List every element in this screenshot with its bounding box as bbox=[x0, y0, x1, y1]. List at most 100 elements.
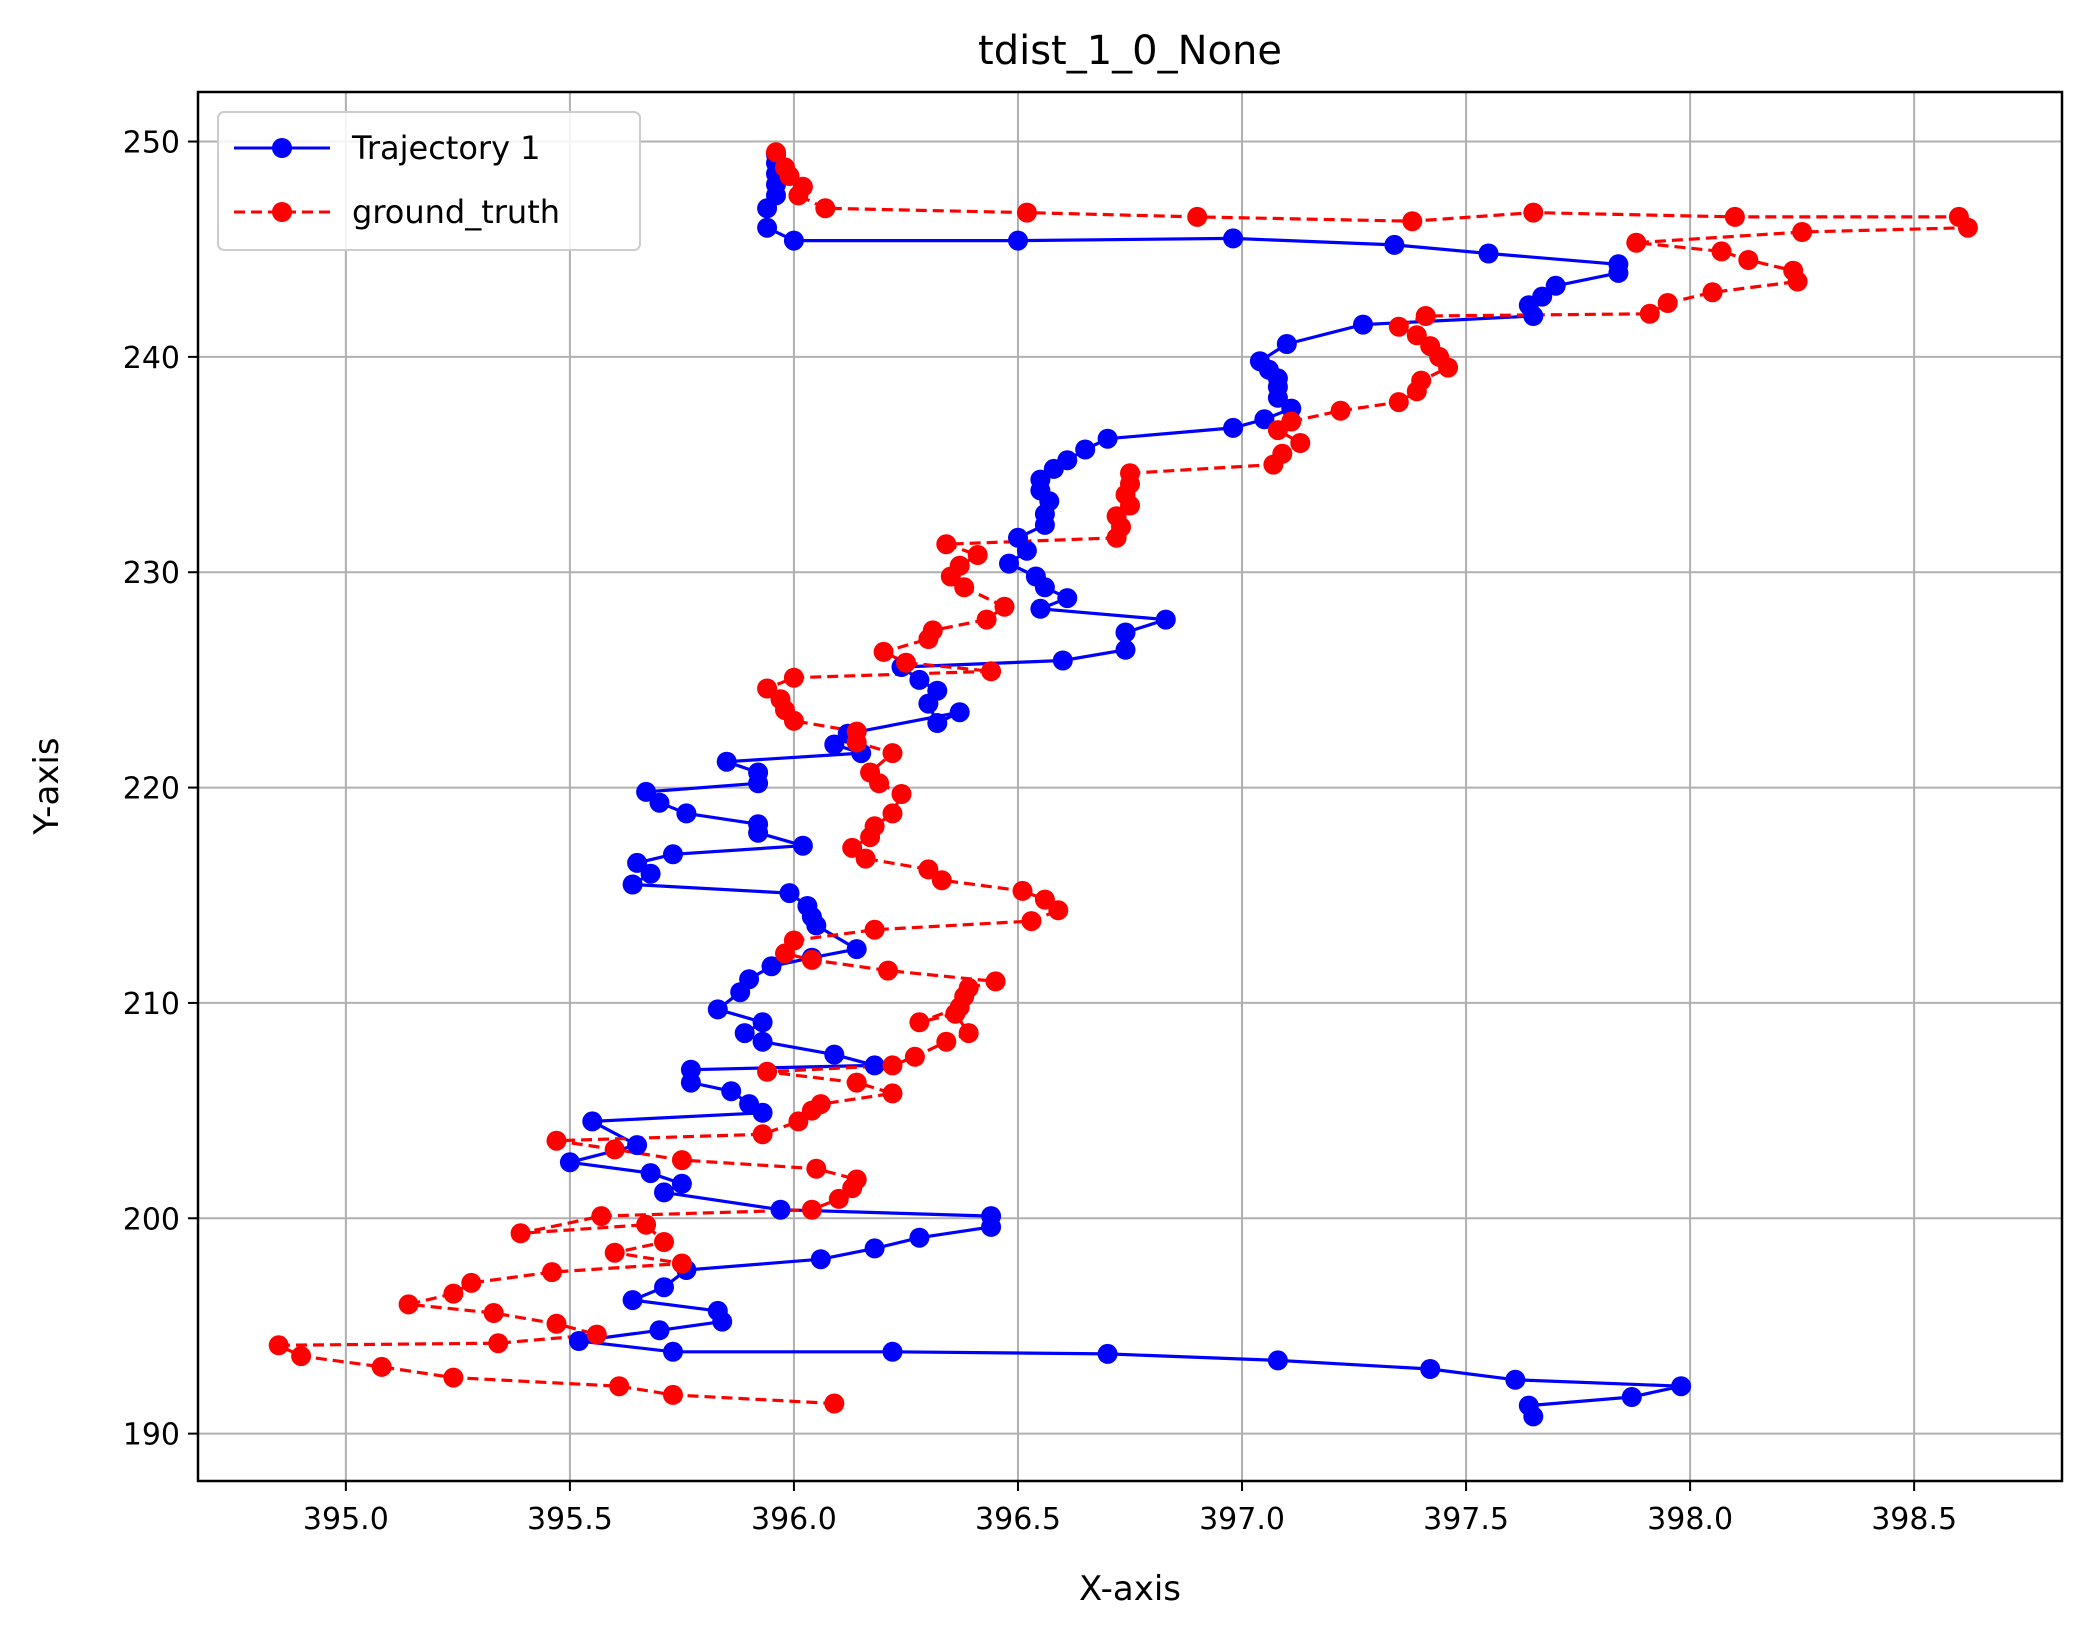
data-point-trajectory-1 bbox=[761, 956, 782, 977]
data-point-ground-truth bbox=[864, 919, 885, 940]
data-point-ground-truth bbox=[1626, 232, 1647, 253]
data-point-trajectory-1 bbox=[927, 680, 948, 701]
data-point-ground-truth bbox=[806, 1158, 827, 1179]
data-point-ground-truth bbox=[958, 977, 979, 998]
data-point-ground-truth bbox=[604, 1242, 625, 1263]
data-point-ground-truth bbox=[882, 1055, 903, 1076]
data-point-ground-truth bbox=[842, 837, 863, 858]
x-axis-ticks: 395.0 395.5 396.0 396.5 397.0 397.5 398.0 398.5 bbox=[303, 1481, 1957, 1537]
data-point-ground-truth bbox=[1738, 250, 1759, 270]
data-point-ground-truth bbox=[1021, 911, 1042, 932]
data-point-ground-truth bbox=[671, 1150, 692, 1171]
data-point-ground-truth bbox=[1187, 206, 1208, 227]
data-point-ground-truth bbox=[654, 1232, 674, 1252]
data-point-trajectory-1 bbox=[680, 1059, 701, 1080]
data-point-trajectory-1 bbox=[882, 1341, 903, 1362]
legend-trajectory-marker bbox=[272, 138, 292, 158]
data-point-ground-truth bbox=[1792, 222, 1813, 242]
data-point-ground-truth bbox=[855, 848, 876, 869]
data-point-ground-truth bbox=[770, 689, 791, 710]
data-point-ground-truth bbox=[1406, 325, 1427, 346]
data-point-ground-truth bbox=[1657, 293, 1678, 313]
data-point-trajectory-1 bbox=[1254, 409, 1275, 430]
data-point-ground-truth bbox=[752, 1124, 773, 1145]
x-tick-label: 397.0 bbox=[1199, 1502, 1285, 1537]
data-point-ground-truth bbox=[922, 620, 943, 641]
data-point-ground-truth bbox=[909, 1012, 930, 1033]
data-point-trajectory-1 bbox=[1671, 1376, 1692, 1397]
chart-title: tdist_1_0_None bbox=[978, 28, 1282, 74]
data-point-trajectory-1 bbox=[1249, 351, 1270, 372]
data-point-trajectory-1 bbox=[640, 1163, 661, 1184]
x-tick-label: 396.0 bbox=[751, 1502, 837, 1537]
data-point-ground-truth bbox=[1948, 206, 1969, 227]
data-point-ground-truth bbox=[846, 721, 867, 742]
data-point-ground-truth bbox=[1388, 392, 1409, 413]
data-point-trajectory-1 bbox=[627, 1135, 648, 1156]
data-point-trajectory-1 bbox=[846, 939, 867, 960]
data-point-ground-truth bbox=[636, 1214, 657, 1235]
data-point-ground-truth bbox=[604, 1139, 625, 1160]
data-point-trajectory-1 bbox=[1052, 650, 1073, 671]
data-point-trajectory-1 bbox=[1545, 275, 1566, 296]
data-point-trajectory-1 bbox=[1115, 639, 1136, 660]
data-point-ground-truth bbox=[609, 1376, 630, 1397]
data-point-trajectory-1 bbox=[676, 803, 697, 824]
data-point-trajectory-1 bbox=[949, 702, 970, 723]
data-point-ground-truth bbox=[1388, 316, 1409, 337]
data-point-ground-truth bbox=[896, 652, 916, 673]
data-point-trajectory-1 bbox=[1008, 527, 1028, 548]
data-point-trajectory-1 bbox=[748, 814, 769, 835]
data-point-ground-truth bbox=[586, 1324, 607, 1345]
data-point-trajectory-1 bbox=[1008, 230, 1028, 251]
data-point-ground-truth bbox=[542, 1262, 562, 1283]
plot-frame bbox=[196, 90, 2064, 1483]
data-point-ground-truth bbox=[1420, 336, 1441, 357]
grid-lines bbox=[198, 92, 2062, 1481]
data-point-ground-truth bbox=[931, 870, 952, 891]
data-point-ground-truth bbox=[546, 1313, 567, 1334]
data-point-ground-truth bbox=[904, 1046, 925, 1067]
data-point-trajectory-1 bbox=[1384, 234, 1405, 255]
data-point-ground-truth bbox=[443, 1283, 464, 1304]
data-point-trajectory-1 bbox=[568, 1331, 589, 1351]
legend: Trajectory 1 ground_truth bbox=[217, 111, 641, 251]
data-point-ground-truth bbox=[958, 1023, 979, 1044]
data-point-ground-truth bbox=[663, 1384, 683, 1405]
data-point-ground-truth bbox=[967, 545, 988, 565]
data-point-ground-truth bbox=[461, 1272, 482, 1293]
data-point-ground-truth bbox=[1783, 260, 1804, 281]
x-tick-label: 398.5 bbox=[1871, 1502, 1957, 1537]
data-point-ground-truth bbox=[546, 1130, 567, 1151]
data-point-trajectory-1 bbox=[1155, 609, 1176, 630]
y-tick-label: 230 bbox=[123, 556, 180, 591]
data-point-trajectory-1 bbox=[1621, 1387, 1642, 1407]
y-tick-label: 190 bbox=[123, 1418, 180, 1453]
data-point-ground-truth bbox=[815, 198, 836, 219]
data-point-ground-truth bbox=[757, 678, 778, 699]
data-point-ground-truth bbox=[1523, 202, 1544, 223]
data-point-ground-truth bbox=[882, 803, 903, 824]
data-point-trajectory-1 bbox=[1075, 439, 1096, 460]
data-point-ground-truth bbox=[918, 859, 939, 880]
data-point-trajectory-1 bbox=[649, 792, 670, 813]
data-point-ground-truth bbox=[976, 609, 997, 630]
data-point-trajectory-1 bbox=[649, 1320, 670, 1341]
legend-ground-truth-marker bbox=[272, 202, 292, 222]
data-point-ground-truth bbox=[1106, 506, 1127, 527]
data-point-ground-truth bbox=[994, 596, 1015, 617]
data-point-trajectory-1 bbox=[582, 1111, 603, 1132]
data-point-trajectory-1 bbox=[1057, 588, 1078, 609]
data-point-ground-truth bbox=[828, 1188, 849, 1209]
data-point-ground-truth bbox=[291, 1346, 312, 1367]
data-point-ground-truth bbox=[936, 534, 957, 555]
data-point-ground-truth bbox=[510, 1223, 531, 1244]
data-point-trajectory-1 bbox=[707, 1300, 728, 1321]
data-point-trajectory-1 bbox=[752, 1031, 773, 1052]
data-point-ground-truth bbox=[882, 1083, 903, 1104]
x-tick-label: 398.0 bbox=[1647, 1502, 1733, 1537]
data-point-trajectory-1 bbox=[640, 863, 661, 884]
data-point-trajectory-1 bbox=[1057, 450, 1078, 471]
data-point-ground-truth bbox=[1711, 241, 1732, 262]
